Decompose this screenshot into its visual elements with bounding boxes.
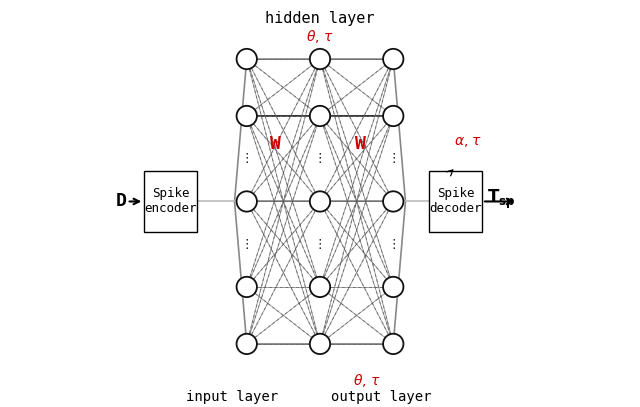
Text: ⋮: ⋮ [387,152,399,165]
Circle shape [383,334,403,354]
Circle shape [383,49,403,69]
Text: hidden layer: hidden layer [265,11,375,26]
Text: $\alpha$, $\tau$: $\alpha$, $\tau$ [454,136,483,149]
Text: input layer: input layer [186,390,278,404]
Circle shape [237,49,257,69]
Text: W: W [355,136,366,153]
Circle shape [310,106,330,126]
Text: $\mathbf{T_{sp}}$: $\mathbf{T_{sp}}$ [487,188,515,211]
Text: W: W [270,136,281,153]
FancyBboxPatch shape [144,171,197,232]
Circle shape [237,191,257,212]
Circle shape [310,334,330,354]
Circle shape [383,191,403,212]
Text: Spike
decoder: Spike decoder [429,188,482,215]
Circle shape [237,277,257,297]
Circle shape [310,191,330,212]
Circle shape [310,277,330,297]
Text: ⋮: ⋮ [241,238,253,251]
Circle shape [310,49,330,69]
Text: ⋮: ⋮ [314,152,326,165]
Circle shape [383,277,403,297]
Circle shape [237,334,257,354]
Text: $\theta$, $\tau$: $\theta$, $\tau$ [353,372,381,389]
Text: $\theta$, $\tau$: $\theta$, $\tau$ [306,28,334,45]
Text: ⋮: ⋮ [241,152,253,165]
FancyBboxPatch shape [429,171,482,232]
Text: ⋮: ⋮ [314,238,326,251]
Circle shape [383,106,403,126]
Text: D: D [116,193,127,210]
Text: output layer: output layer [331,390,431,404]
Text: ⋮: ⋮ [387,238,399,251]
Text: Spike
encoder: Spike encoder [145,188,197,215]
Circle shape [237,106,257,126]
